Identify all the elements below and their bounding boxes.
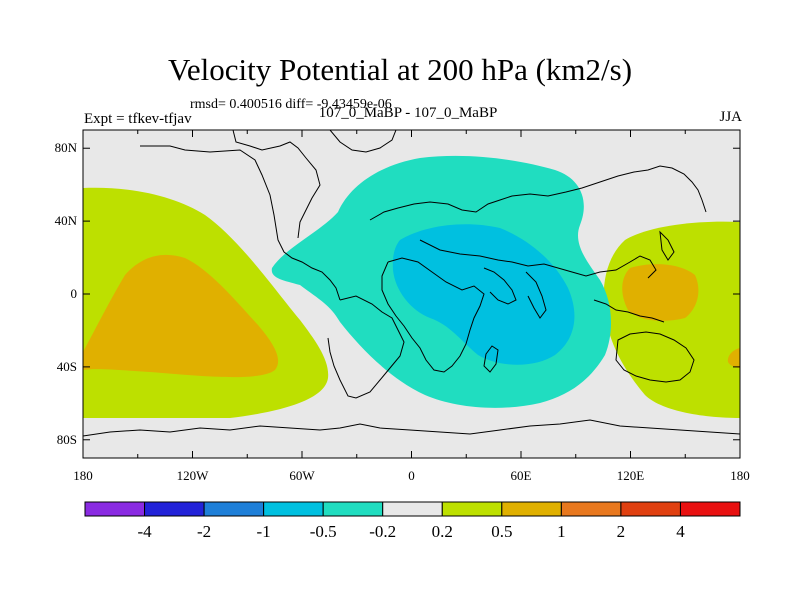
colorbar-swatch [560,501,622,517]
lat-tick-label: 40S [57,359,77,374]
colorbar-level-label: 0.2 [432,522,453,541]
colorbar-level-label: -4 [137,522,152,541]
lon-tick-label: 120E [617,468,645,483]
contour-field [83,130,740,458]
colorbar-level-label: -0.2 [369,522,396,541]
coastline-madagascar [483,345,499,373]
coastline-north-america-north [232,130,321,239]
coastline-eurasia [369,165,707,221]
lat-tick-label: 80S [57,432,77,447]
colorbar-swatch [84,501,146,517]
coastline-south-america [327,295,405,399]
positive-core-east [622,264,699,321]
coastline-antarctica [83,419,740,437]
latitude-axis: 80N 40N 0 40S 80S [55,140,740,447]
coastline-arabia [483,267,517,305]
coastline-asia-south [419,239,657,279]
experiment-label: Expt = tfkev-tfjav [84,111,192,127]
coastline-greenland [329,130,397,153]
lon-tick-label: 120W [177,468,210,483]
colorbar-level-label: 0.5 [491,522,512,541]
colorbar-level-label: 2 [617,522,626,541]
colorbar-swatch [263,501,324,517]
positive-core-east-edge [727,348,740,368]
lat-tick-label: 80N [55,140,78,155]
colorbar-swatch [501,501,562,517]
lat-tick-label: 40N [55,213,78,228]
colorbar-level-label: -0.5 [310,522,337,541]
colorbar-level-label: -2 [197,522,211,541]
coastline-north-america [140,145,341,301]
lon-tick-label: 60E [511,468,532,483]
colorbar-swatch [144,501,205,517]
coastline-africa [381,257,485,373]
plot-title: Velocity Potential at 200 hPa (km2/s) [167,52,633,87]
colorbar-swatch [620,501,681,517]
colorbar-swatch [322,501,384,517]
longitude-axis: 180 120W 60W 0 60E 120E 180 [73,130,750,483]
lon-tick-label: 60W [289,468,315,483]
coastline-australia [615,331,695,383]
lon-tick-label: 180 [730,468,750,483]
coastline-india [525,271,547,319]
colorbar-level-label: 4 [676,522,685,541]
colorbar-swatch [679,501,741,517]
colorbar-level-label: -1 [257,522,271,541]
stats-label: rmsd= 0.400516 diff= -9.43459e-06 [190,97,392,112]
season-label: JJA [719,109,742,125]
colorbar-swatch [203,501,265,517]
colorbar: -4 -2 -1 -0.5 -0.2 0.2 0.5 1 2 4 [84,501,741,541]
lon-tick-label: 180 [73,468,93,483]
coastlines [83,130,740,437]
colorbar-level-label: 1 [557,522,566,541]
positive-core-west [83,254,279,378]
coastline-japan [659,230,675,261]
colorbar-swatch [441,501,503,517]
coastline-indonesia [593,299,665,323]
colorbar-swatch [382,501,443,517]
lat-tick-label: 0 [71,286,78,301]
lon-tick-label: 0 [408,468,415,483]
case-label: 107_0_MaBP - 107_0_MaBP [318,105,498,121]
